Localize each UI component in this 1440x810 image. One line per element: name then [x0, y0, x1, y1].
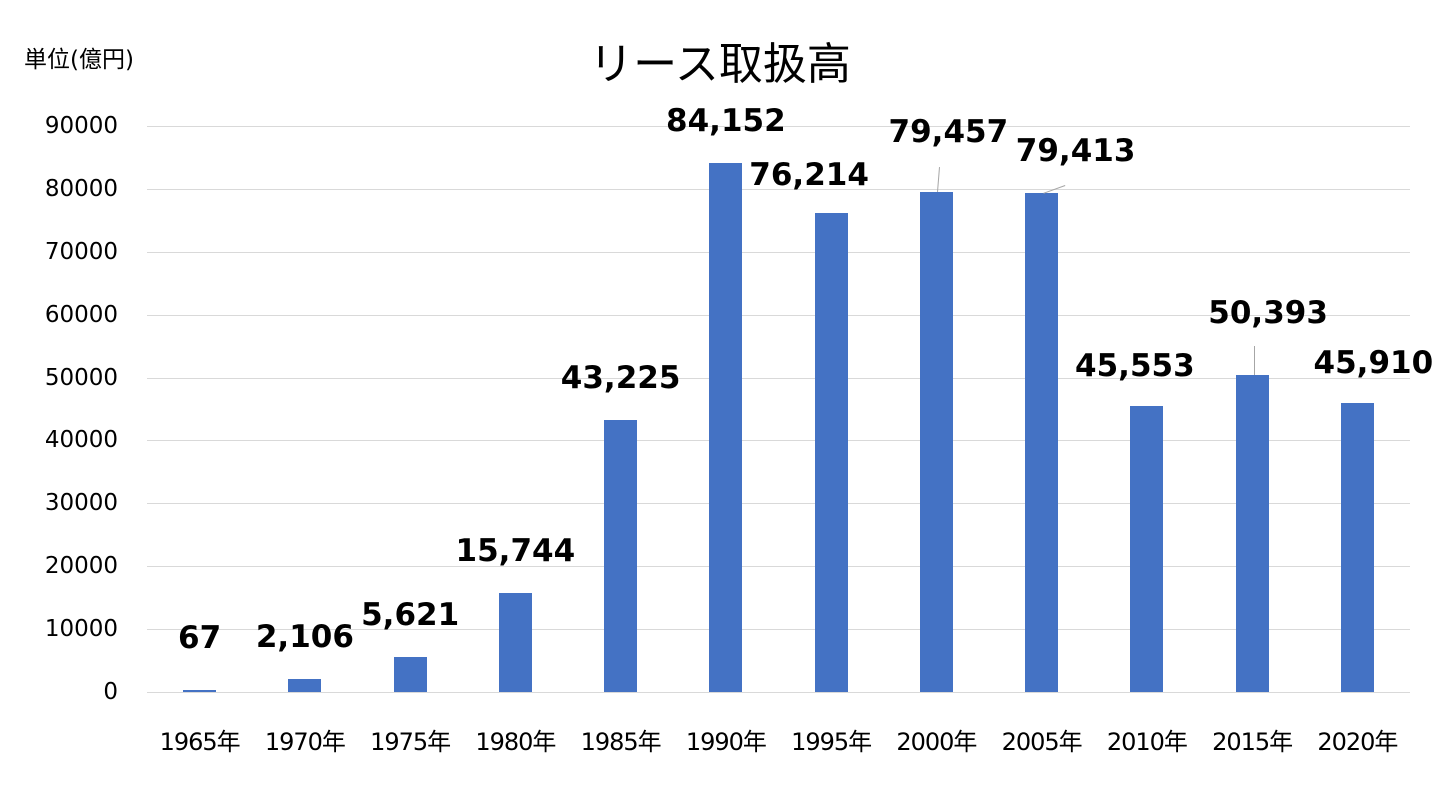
gridline [147, 566, 1410, 568]
data-label: 5,621 [361, 596, 460, 633]
bar-1965年 [183, 690, 217, 692]
data-label: 76,214 [749, 156, 869, 193]
data-label: 45,910 [1313, 345, 1434, 382]
y-tick-label: 0 [103, 679, 118, 705]
bar-2010年 [1130, 405, 1164, 692]
gridline [147, 126, 1410, 127]
data-label: 43,225 [560, 360, 681, 397]
y-tick-label: 20000 [44, 553, 118, 580]
gridline [147, 503, 1410, 505]
x-tick-label: 1975年 [370, 728, 451, 756]
gridline [147, 251, 1410, 253]
gridline [147, 377, 1410, 379]
data-label: 15,744 [455, 532, 576, 569]
x-tick-label: 1990年 [685, 728, 767, 756]
data-label: 50,393 [1208, 295, 1328, 332]
bar-1970年 [288, 678, 322, 692]
x-tick-label: 2015年 [1212, 728, 1293, 756]
data-label: 2,106 [255, 618, 354, 655]
data-label: 45,553 [1075, 347, 1195, 384]
chart-title: リース取扱高 [589, 39, 851, 90]
bar-2005年 [1025, 192, 1059, 692]
leader-line [1254, 346, 1255, 375]
bar-1975年 [393, 656, 427, 692]
bar-1985年 [604, 420, 638, 692]
y-tick-label: 80000 [44, 175, 118, 202]
data-label: 84,152 [666, 102, 786, 139]
bar-2000年 [919, 192, 953, 692]
y-tick-label: 60000 [44, 301, 118, 328]
data-label: 79,457 [888, 114, 1009, 151]
x-tick-label: 1985年 [580, 728, 662, 756]
x-tick-label: 1995年 [791, 728, 872, 756]
x-tick-label: 2000年 [896, 728, 977, 756]
y-tick-label: 40000 [44, 427, 118, 454]
data-label: 79,413 [1015, 132, 1136, 169]
gridline [147, 692, 1410, 693]
gridline [147, 314, 1410, 316]
y-tick-label: 70000 [44, 238, 118, 265]
bar-1995年 [814, 212, 848, 692]
gridline [147, 629, 1410, 631]
y-tick-label: 50000 [44, 364, 118, 391]
x-tick-label: 2005年 [1001, 728, 1083, 756]
y-tick-label: 90000 [44, 113, 118, 139]
gridline [147, 188, 1410, 190]
x-tick-label: 1965年 [159, 728, 241, 756]
y-axis-unit-label: 単位(億円) [24, 47, 134, 73]
x-tick-label: 1970年 [264, 728, 346, 756]
x-tick-label: 1980年 [475, 728, 556, 756]
y-tick-label: 10000 [44, 616, 118, 643]
bar-2020年 [1340, 403, 1374, 692]
x-tick-label: 2020年 [1317, 728, 1398, 756]
gridline [147, 440, 1410, 442]
data-label: 67 [178, 620, 222, 656]
y-tick-label: 30000 [44, 490, 118, 517]
bar-2015年 [1235, 375, 1269, 692]
x-tick-label: 2010年 [1106, 728, 1188, 756]
bar-1980年 [498, 592, 532, 692]
bar-1990年 [709, 162, 743, 692]
